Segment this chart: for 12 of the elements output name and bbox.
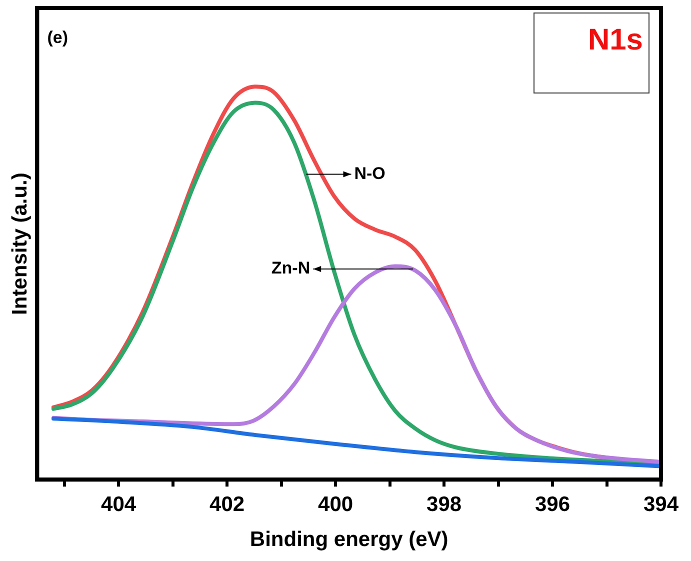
x-tick-label: 400 — [318, 492, 354, 516]
x-tick-label: 398 — [426, 492, 462, 516]
text: (e) — [47, 28, 68, 48]
annotation: N-O — [354, 164, 386, 183]
annotation: Zn-N — [271, 258, 310, 278]
x-tick-label: 404 — [101, 492, 136, 516]
x-tick-label: 396 — [534, 492, 570, 516]
chart-title: N1s — [588, 23, 643, 56]
y-axis-title: Intensity (a.u.) — [8, 172, 32, 315]
x-tick-label: 394 — [643, 492, 679, 516]
x-tick-label: 402 — [210, 492, 245, 516]
x-axis-title: Binding energy (eV) — [250, 528, 448, 552]
